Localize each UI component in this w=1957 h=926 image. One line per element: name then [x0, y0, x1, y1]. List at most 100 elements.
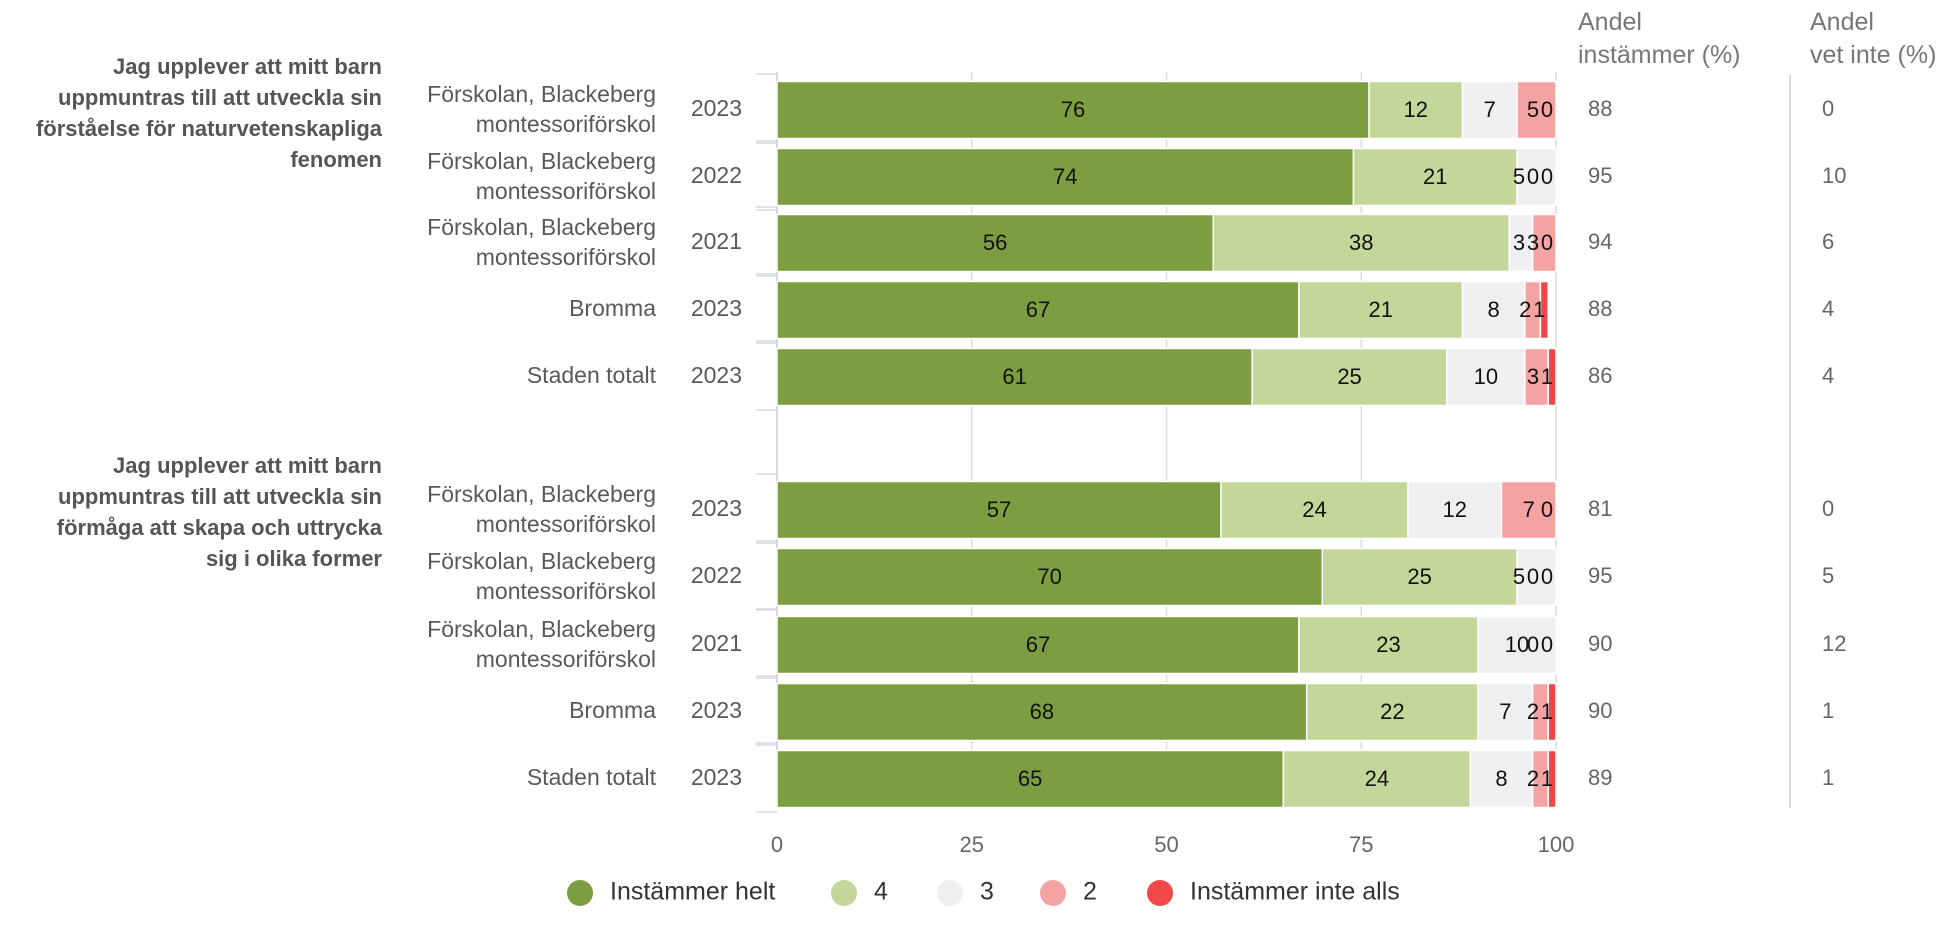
data-label: 10: [1474, 364, 1498, 389]
year-label: 2023: [691, 697, 742, 723]
data-label: 61: [1002, 364, 1026, 389]
unit-label: montessoriförskol: [476, 646, 656, 672]
year-label: 2023: [691, 362, 742, 388]
bar-segment: [1516, 147, 1557, 207]
data-label: 22: [1380, 699, 1404, 724]
bar-segment: [1516, 547, 1557, 607]
data-label: 12: [1404, 97, 1428, 122]
legend-label: 4: [874, 878, 888, 906]
data-label: 3: [1527, 364, 1539, 389]
data-label: 7: [1484, 97, 1496, 122]
data-label: 0: [1527, 564, 1539, 589]
dont-know-value: 10: [1822, 163, 1846, 188]
agree-share-value: 94: [1588, 229, 1612, 254]
bar-segment: [776, 213, 1214, 273]
data-label: 0: [1541, 564, 1553, 589]
bar-segment: [1547, 749, 1557, 809]
unit-label: montessoriförskol: [476, 111, 656, 137]
bar-segment: [1446, 347, 1526, 407]
unit-label: montessoriförskol: [476, 511, 656, 537]
year-label: 2021: [691, 630, 742, 656]
data-label: 24: [1365, 766, 1389, 791]
column-header-agree: Andel: [1578, 8, 1642, 36]
unit-label: Förskolan, Blackeberg: [427, 148, 656, 174]
data-label: 25: [1407, 564, 1431, 589]
unit-label: montessoriförskol: [476, 244, 656, 270]
data-label: 7: [1499, 699, 1511, 724]
legend-swatch: [1040, 880, 1066, 906]
data-label: 5: [1513, 164, 1525, 189]
year-label: 2023: [691, 495, 742, 521]
dont-know-value: 1: [1822, 765, 1834, 790]
legend-label: Instämmer inte alls: [1190, 878, 1400, 906]
data-label: 0: [1541, 97, 1553, 122]
bar-segment: [1298, 615, 1479, 675]
legend-swatch: [831, 880, 857, 906]
unit-label: Förskolan, Blackeberg: [427, 616, 656, 642]
year-label: 2023: [691, 295, 742, 321]
data-label: 1: [1533, 297, 1545, 322]
bar-segment: [776, 480, 1222, 540]
data-label: 57: [987, 497, 1011, 522]
legend-label: 2: [1083, 878, 1097, 906]
agree-share-value: 90: [1588, 698, 1612, 723]
question-text: sig i olika former: [206, 546, 382, 571]
bar-segment: [1539, 280, 1549, 340]
data-label: 1: [1541, 766, 1553, 791]
question-text: fenomen: [290, 147, 382, 172]
data-label: 10: [1505, 632, 1529, 657]
side-columns: Andel instämmer (%) Andel vet inte (%) 88 0 95…: [1578, 8, 1936, 790]
dont-know-value: 0: [1822, 496, 1834, 521]
dont-know-value: 6: [1822, 229, 1834, 254]
data-label: 0: [1541, 230, 1553, 255]
data-label: 25: [1337, 364, 1361, 389]
bar-segment: [1477, 615, 1557, 675]
dont-know-value: 4: [1822, 296, 1834, 321]
data-label: 2: [1519, 297, 1531, 322]
unit-label: Förskolan, Blackeberg: [427, 548, 656, 574]
data-label: 68: [1030, 699, 1054, 724]
agree-share-value: 86: [1588, 363, 1612, 388]
agree-share-value: 95: [1588, 563, 1612, 588]
agree-share-value: 88: [1588, 96, 1612, 121]
x-tick-label: 0: [771, 832, 783, 857]
agree-share-value: 88: [1588, 296, 1612, 321]
data-label: 67: [1026, 297, 1050, 322]
question-text: Jag upplever att mitt barn: [113, 54, 382, 79]
year-label: 2022: [691, 562, 742, 588]
row-labels: Jag upplever att mitt barn uppmuntras til…: [36, 54, 742, 790]
data-label: 12: [1442, 497, 1466, 522]
data-label: 3: [1527, 230, 1539, 255]
unit-label: Bromma: [569, 295, 656, 321]
data-label: 0: [1527, 632, 1539, 657]
data-label: 24: [1302, 497, 1326, 522]
data-label: 8: [1495, 766, 1507, 791]
dont-know-value: 12: [1822, 631, 1846, 656]
data-label: 5: [1513, 564, 1525, 589]
column-header-agree: instämmer (%): [1578, 41, 1741, 69]
dont-know-value: 5: [1822, 563, 1834, 588]
unit-label: montessoriförskol: [476, 578, 656, 604]
bar-segment: [776, 347, 1253, 407]
bar-segment: [776, 749, 1285, 809]
bar-segment: [776, 547, 1324, 607]
bar-segment: [1500, 480, 1557, 540]
data-label: 7: [1523, 497, 1535, 522]
data-label: 21: [1423, 164, 1447, 189]
bar-segment: [776, 615, 1300, 675]
data-label: 65: [1018, 766, 1042, 791]
bar-segment: [1251, 347, 1448, 407]
data-label: 0: [1541, 632, 1553, 657]
agree-share-value: 81: [1588, 496, 1612, 521]
bar-segment: [776, 682, 1308, 742]
bars: 76 12 7 5 074 21 5 0 056 38 3 3 067 21 8 2 161 25 10 3 157 24…: [776, 80, 1557, 809]
data-label: 23: [1376, 632, 1400, 657]
bar-segment: [1547, 682, 1557, 742]
data-label: 2: [1527, 766, 1539, 791]
bar-segment: [1547, 347, 1557, 407]
bar-segment: [1531, 213, 1557, 273]
data-label: 0: [1541, 497, 1553, 522]
dont-know-value: 0: [1822, 96, 1834, 121]
data-label: 56: [983, 230, 1007, 255]
data-label: 0: [1527, 164, 1539, 189]
